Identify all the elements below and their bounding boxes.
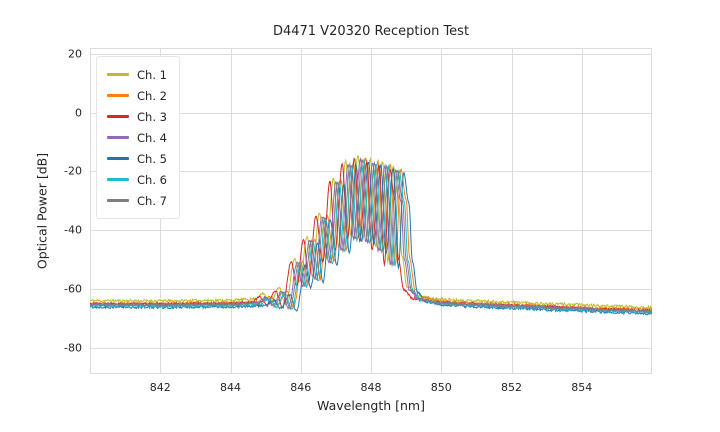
y-tick-label: -80: [64, 341, 82, 355]
legend-item: Ch. 7: [107, 190, 167, 211]
y-tick-label: 0: [75, 106, 82, 120]
legend-line-swatch: [107, 73, 129, 76]
legend-line-swatch: [107, 115, 129, 118]
x-tick-label: 848: [360, 381, 382, 394]
legend-item: Ch. 5: [107, 148, 167, 169]
legend-line-swatch: [107, 199, 129, 202]
legend-label: Ch. 6: [137, 172, 167, 187]
legend-label: Ch. 5: [137, 151, 167, 166]
legend-item: Ch. 6: [107, 169, 167, 190]
legend-item: Ch. 1: [107, 64, 167, 85]
y-tick-label: -40: [64, 223, 82, 237]
legend-label: Ch. 4: [137, 130, 167, 145]
x-tick-label: 852: [501, 381, 522, 394]
legend-line-swatch: [107, 157, 129, 160]
legend-line-swatch: [107, 94, 129, 97]
x-axis-label: Wavelength [nm]: [317, 398, 425, 413]
x-tick-label: 846: [290, 381, 312, 394]
legend-line-swatch: [107, 136, 129, 139]
legend-label: Ch. 3: [137, 109, 167, 124]
chart-title: D4471 V20320 Reception Test: [272, 24, 470, 39]
legend-label: Ch. 7: [137, 193, 167, 208]
legend-line-swatch: [107, 178, 129, 181]
legend-label: Ch. 1: [137, 67, 167, 82]
legend-item: Ch. 2: [107, 85, 167, 106]
x-tick-label: 854: [571, 381, 593, 394]
legend-item: Ch. 4: [107, 127, 167, 148]
y-axis-label: Optical Power [dB]: [34, 152, 50, 270]
x-tick-label: 842: [149, 381, 171, 394]
y-tick-label: 20: [68, 47, 82, 61]
x-tick-label: 850: [430, 381, 452, 394]
x-tick-label: 844: [220, 381, 241, 394]
y-tick-label: -60: [64, 282, 82, 296]
legend: Ch. 1 Ch. 2 Ch. 3 Ch. 4 Ch. 5 Ch. 6 Ch. 7: [96, 56, 180, 219]
legend-label: Ch. 2: [137, 88, 167, 103]
y-tick-label: -20: [64, 164, 82, 178]
legend-item: Ch. 3: [107, 106, 167, 127]
